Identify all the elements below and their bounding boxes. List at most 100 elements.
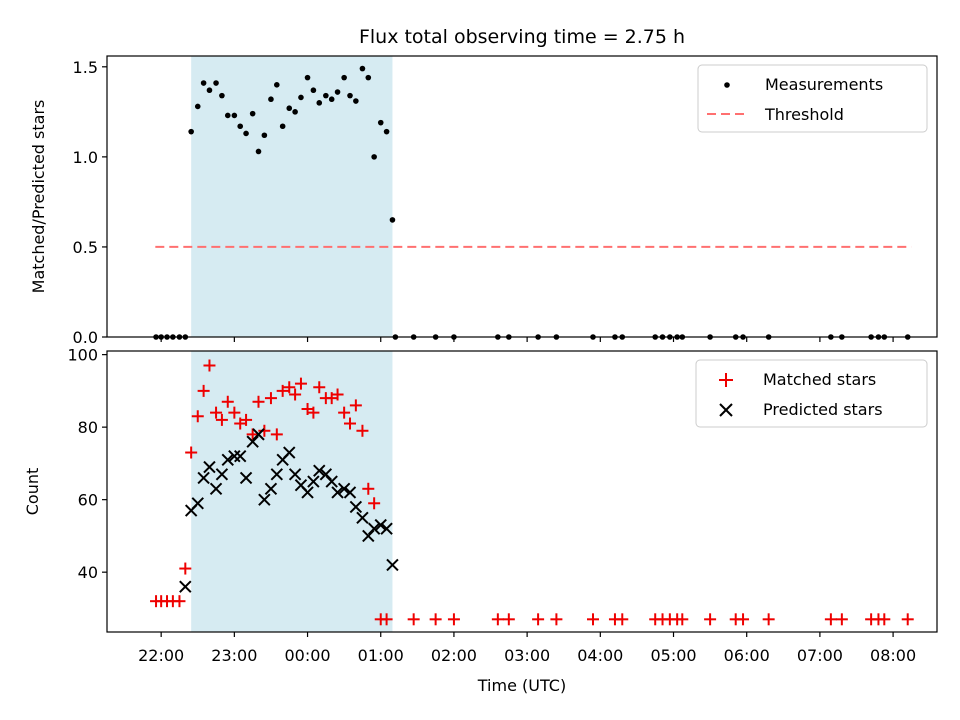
- predicted-star-marker: [239, 471, 253, 485]
- measurement-point: [224, 112, 231, 119]
- matched-star-marker: [586, 613, 599, 626]
- x-tick-label: 06:00: [724, 646, 770, 665]
- predicted-star-marker: [283, 446, 296, 459]
- matched-star-marker: [550, 613, 563, 626]
- predicted-star-marker: [356, 511, 369, 524]
- matched-star-marker: [210, 406, 223, 419]
- predicted-star-marker: [313, 464, 326, 477]
- measurement-point: [200, 80, 207, 86]
- predicted-star-marker: [197, 471, 210, 485]
- top-panel: 0.0 0.5 1.0 1.5 Matched/Predicted stars Mea…: [29, 55, 938, 347]
- predicted-star-marker: [337, 482, 351, 495]
- predicted-star-marker: [288, 468, 302, 481]
- bottom-y-tick-label: 40: [78, 563, 98, 582]
- measurement-point: [389, 217, 396, 223]
- legend-measurements: Measurements: [765, 75, 883, 94]
- measurement-point: [377, 119, 384, 126]
- measurement-point: [279, 123, 286, 130]
- measurement-point: [243, 130, 249, 137]
- x-tick-label: 23:00: [211, 646, 257, 665]
- matched-star-marker: [835, 613, 848, 626]
- x-tick-label: 03:00: [504, 646, 550, 665]
- predicted-star-marker: [331, 486, 344, 499]
- measurements-legend-marker: [724, 82, 730, 88]
- measurement-point: [353, 98, 359, 104]
- x-axis-label: Time (UTC): [477, 676, 566, 695]
- x-tick-label: 22:00: [138, 646, 184, 665]
- predicted-star-marker: [270, 468, 284, 481]
- top-shaded-interval: [191, 56, 393, 337]
- measurement-point: [268, 96, 274, 103]
- measurement-point: [328, 96, 335, 103]
- matched-star-marker: [532, 613, 545, 626]
- x-tick-label: 01:00: [358, 646, 404, 665]
- bottom-y-tick-label: 60: [78, 491, 98, 510]
- top-axes-frame: [106, 55, 938, 338]
- measurement-point: [274, 82, 280, 88]
- matched-star-marker: [343, 417, 356, 430]
- matched-star-marker: [824, 613, 837, 626]
- matched-legend-marker: [719, 373, 733, 387]
- measurement-point: [255, 148, 262, 155]
- measurement-point: [261, 132, 268, 139]
- predicted-star-markers: [179, 428, 399, 593]
- top-y-tick-label: 1.0: [73, 148, 98, 167]
- matched-star-marker: [407, 613, 420, 626]
- measurement-point: [334, 89, 341, 95]
- measurement-point: [231, 112, 238, 119]
- matched-star-markers: [150, 359, 914, 626]
- matched-star-marker: [307, 406, 320, 419]
- top-x-ticks: [160, 337, 894, 342]
- predicted-legend-marker: [719, 403, 733, 417]
- legend-matched-stars: Matched stars: [763, 370, 876, 389]
- matched-star-marker: [737, 613, 750, 626]
- measurement-point: [219, 92, 225, 99]
- x-tick-label: 05:00: [650, 646, 696, 665]
- measurement-point: [206, 87, 213, 94]
- bottom-y-axis-label: Count: [23, 468, 42, 516]
- bottom-y-tick-label: 80: [78, 418, 98, 437]
- bottom-y-tick-label: 100: [67, 346, 98, 365]
- matched-star-marker: [338, 406, 351, 419]
- measurement-point: [365, 74, 372, 81]
- matched-star-marker: [676, 613, 689, 626]
- matched-star-marker: [429, 613, 442, 626]
- x-tick-label: 04:00: [577, 646, 623, 665]
- matched-star-marker: [294, 377, 307, 390]
- predicted-star-marker: [228, 449, 241, 463]
- bottom-shaded-interval: [191, 351, 393, 632]
- measurement-point: [286, 105, 293, 112]
- matched-star-marker: [197, 384, 210, 397]
- matched-star-marker: [179, 562, 192, 575]
- matched-star-marker: [380, 613, 393, 626]
- bottom-legend: Matched stars Predicted stars: [695, 359, 928, 428]
- legend-predicted-stars: Predicted stars: [763, 400, 883, 419]
- matched-star-marker: [228, 406, 241, 419]
- predicted-star-marker: [264, 482, 278, 495]
- x-tick-label: 08:00: [870, 646, 916, 665]
- top-legend: Measurements Threshold: [697, 64, 928, 133]
- matched-star-marker: [191, 410, 204, 423]
- matched-star-marker: [215, 413, 228, 426]
- measurement-point: [316, 100, 323, 106]
- matched-star-marker: [491, 613, 504, 626]
- predicted-star-marker: [191, 497, 204, 510]
- measurement-point: [188, 128, 194, 135]
- predicted-star-marker: [258, 493, 271, 506]
- predicted-star-marker: [307, 475, 320, 488]
- bottom-legend-box: [695, 359, 928, 428]
- matched-star-marker: [185, 446, 198, 459]
- measurement-point: [371, 154, 377, 160]
- matched-star-marker: [258, 424, 271, 437]
- matched-star-marker: [289, 388, 302, 401]
- bottom-panel: 40 60 80 100 22:00 23:00 00:00 01:00 02:00 03:00…: [23, 346, 938, 695]
- bottom-x-ticks: 22:00 23:00 00:00 01:00 02:00 03:00 04:00 05:00…: [138, 632, 916, 665]
- matched-star-marker: [221, 395, 234, 408]
- matched-star-marker: [502, 613, 515, 626]
- measurement-point: [292, 109, 298, 115]
- matched-star-marker: [447, 613, 460, 626]
- predicted-star-marker: [209, 482, 223, 495]
- matched-star-marker: [283, 381, 296, 394]
- predicted-star-marker: [367, 522, 381, 535]
- matched-star-marker: [173, 595, 186, 608]
